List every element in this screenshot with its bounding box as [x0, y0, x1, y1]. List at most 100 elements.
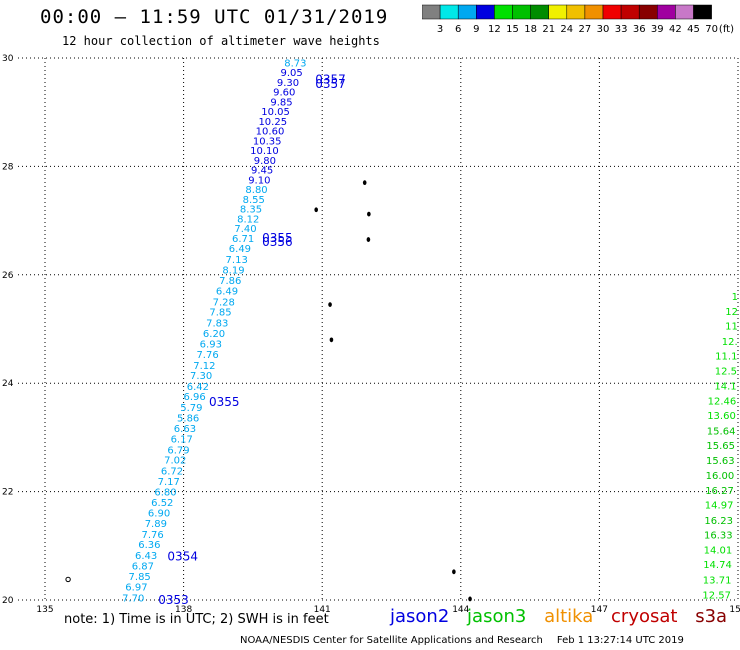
swh-value: 11 — [725, 322, 738, 333]
x-tick-label: 150 — [729, 605, 740, 612]
swh-value: 7.02 — [164, 456, 186, 467]
swh-value: 6.80 — [154, 488, 176, 499]
swh-value: 6.90 — [148, 509, 170, 520]
legend-jason3: jason3 — [467, 606, 527, 627]
pass-time: 0356 — [262, 235, 293, 249]
island-marker — [366, 237, 371, 242]
footnote: note: 1) Time is in UTC; 2) SWH is in fe… — [64, 612, 329, 627]
swh-value: 9.45 — [251, 166, 273, 177]
swh-value: 6.87 — [132, 561, 154, 572]
credit-timestamp: Feb 1 13:27:14 UTC 2019 — [556, 635, 684, 646]
swh-value: 6.72 — [161, 466, 183, 477]
scale-label: 24 — [560, 24, 573, 35]
swh-value: 15.63 — [706, 456, 735, 467]
swh-value: 7.89 — [145, 519, 167, 530]
swh-value: 7.13 — [226, 255, 248, 266]
track-jason3: 12.57 13.71 14.74 14.01 16.33 16.23 14.97 16.27… — [702, 292, 738, 602]
swh-value: 6.71 — [232, 234, 254, 245]
swh-value: 9.30 — [277, 78, 299, 89]
swh-value: 7.70 — [122, 593, 144, 604]
swh-value: 10.05 — [261, 107, 290, 118]
swh-value: 13.71 — [703, 575, 732, 586]
swh-value: 6.49 — [229, 244, 251, 255]
swh-value: 15.65 — [706, 441, 735, 452]
swh-value: 14.1 — [714, 381, 736, 392]
swh-value: 7.17 — [158, 477, 180, 488]
scale-label: 18 — [524, 24, 537, 35]
pass-time: 0355 — [262, 231, 293, 245]
y-tick-label: 26 — [2, 271, 14, 281]
swh-value: 7.30 — [190, 371, 212, 382]
swh-value: 8.19 — [222, 265, 244, 276]
scale-unit: (ft) — [719, 24, 734, 35]
swh-value: 7.86 — [219, 276, 241, 287]
scale-label: 9 — [473, 24, 479, 35]
swh-value: 12.5 — [715, 367, 737, 378]
pass-time: 0357 — [315, 73, 346, 87]
scale-label: 27 — [579, 24, 592, 35]
scale-label: 70 — [705, 24, 718, 35]
color-scale-swatches — [422, 4, 712, 20]
swh-value: 6.52 — [151, 498, 173, 509]
island-marker — [452, 569, 456, 575]
map-grid — [18, 57, 739, 601]
island-marker — [362, 180, 367, 186]
swh-value: 12 — [725, 307, 738, 318]
y-tick-label: 28 — [2, 162, 14, 172]
swh-value: 16.33 — [704, 530, 733, 541]
scale-label: 42 — [669, 24, 682, 35]
swh-value: 7.83 — [206, 318, 228, 329]
swh-value: 14.97 — [705, 501, 734, 512]
swh-value: 8.80 — [245, 185, 267, 196]
page-title: 00:00 — 11:59 UTC 01/31/2019 — [40, 6, 389, 28]
swh-value: 12.57 — [702, 591, 731, 602]
swh-value: 14.01 — [704, 546, 733, 557]
x-tick-label: 144 — [452, 605, 469, 612]
credit-text: NOAA/NESDIS Center for Satellite Applica… — [240, 635, 543, 646]
color-scale-legend: 3 6 9 12 15 18 21 24 27 30 33 36 39 42 45 70 (ft) — [422, 4, 734, 35]
swh-value: 9.10 — [248, 175, 270, 186]
swh-value: 6.17 — [171, 434, 193, 445]
scale-label: 6 — [455, 24, 461, 35]
swh-value: 6.36 — [138, 540, 160, 551]
swh-value: 5.79 — [180, 403, 202, 414]
swh-value: 5.86 — [177, 413, 199, 424]
scale-label: 21 — [542, 24, 555, 35]
swh-value: 16.23 — [704, 516, 733, 527]
swh-value: 7.12 — [193, 361, 215, 372]
swh-value: 10.60 — [256, 127, 285, 138]
axis-tick-labels: 135 138 141 144 147 150 20 22 24 26 28 30 — [2, 54, 740, 612]
island-markers — [65, 180, 472, 602]
x-tick-label: 135 — [36, 605, 53, 612]
scale-label: 30 — [597, 24, 610, 35]
swh-value: 16.00 — [706, 471, 735, 482]
swh-value: 8.73 — [284, 58, 306, 69]
track-jason2: 7.706.977.856.876.436.367.767.896.906.52… — [122, 58, 306, 604]
swh-value: 7.76 — [196, 350, 218, 361]
swh-value: 9.05 — [281, 68, 303, 79]
y-tick-label: 30 — [2, 54, 14, 64]
satellite-tracks: 7.706.977.856.876.436.367.767.896.906.52… — [122, 58, 738, 604]
island-marker — [314, 207, 318, 213]
swh-value: 13.60 — [707, 411, 736, 422]
legend-jason2: jason2 — [390, 606, 450, 627]
wave-height-map: 135138141144147150202224262830 7.706.977… — [2, 54, 740, 612]
swh-value: 7.85 — [209, 308, 231, 319]
x-tick-label: 147 — [591, 605, 608, 612]
island-marker — [65, 576, 71, 583]
satellite-legend: jason2 jason3 altika cryosat s3a — [390, 606, 739, 627]
page-subtitle: 12 hour collection of altimeter wave hei… — [62, 34, 380, 48]
color-scale-labels: 3 6 9 12 15 18 21 24 27 30 33 36 39 42 45 70 (ft) — [437, 24, 734, 35]
swh-value: 6.49 — [216, 287, 238, 298]
swh-value: 12. — [722, 337, 738, 348]
swh-value: 7.28 — [213, 297, 235, 308]
swh-value: 6.79 — [167, 445, 189, 456]
y-tick-label: 24 — [2, 379, 14, 389]
y-tick-label: 20 — [2, 596, 14, 606]
swh-value: 9.60 — [273, 88, 295, 99]
swh-value: 6.97 — [125, 582, 147, 593]
pass-time: 0357 — [315, 77, 346, 91]
swh-value: 16.27 — [705, 486, 734, 497]
legend-cryosat: cryosat — [611, 606, 678, 627]
